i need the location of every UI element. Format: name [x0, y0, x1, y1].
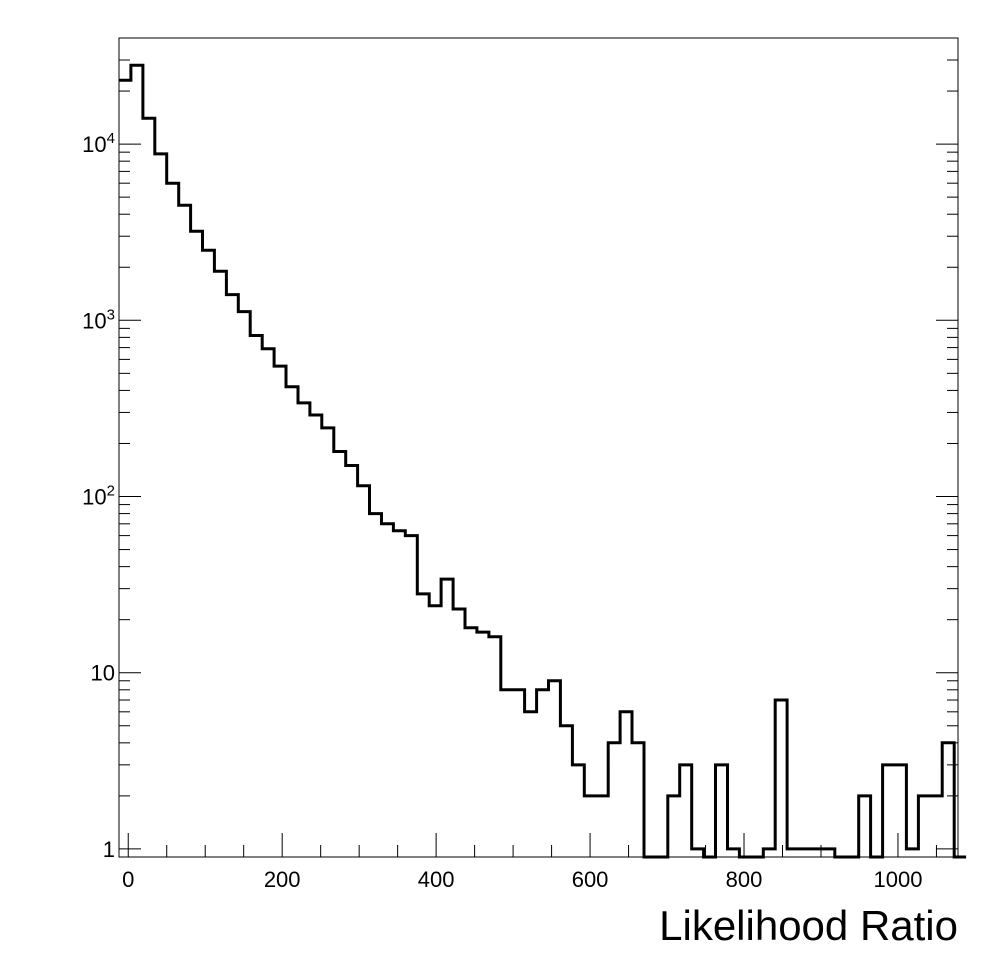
- histogram-line: [119, 63, 967, 859]
- y-tick-label: 102: [82, 483, 115, 510]
- y-tick-base: 10: [82, 308, 106, 333]
- y-tick-label: 1: [103, 837, 115, 862]
- x-tick-label: 600: [572, 867, 609, 892]
- x-tick-label: 0: [122, 867, 134, 892]
- y-tick-base: 10: [82, 132, 106, 157]
- y-tick-label: 104: [82, 130, 115, 157]
- x-axis: 0 200 400 600 800 1000: [122, 833, 937, 892]
- y-tick-label: 103: [82, 306, 115, 333]
- plot-frame: [118, 37, 959, 858]
- y-tick-exponent: 4: [107, 130, 115, 147]
- y-tick-base: 10: [82, 485, 106, 510]
- x-tick-label: 200: [264, 867, 301, 892]
- x-tick-label: 400: [418, 867, 455, 892]
- x-axis-title: Likelihood Ratio: [659, 902, 958, 949]
- y-tick-exponent: 3: [107, 306, 115, 323]
- y-tick-exponent: 2: [107, 483, 115, 500]
- x-tick-label: 1000: [873, 867, 922, 892]
- y-tick-label: 10: [91, 661, 115, 686]
- x-tick-label: 800: [726, 867, 763, 892]
